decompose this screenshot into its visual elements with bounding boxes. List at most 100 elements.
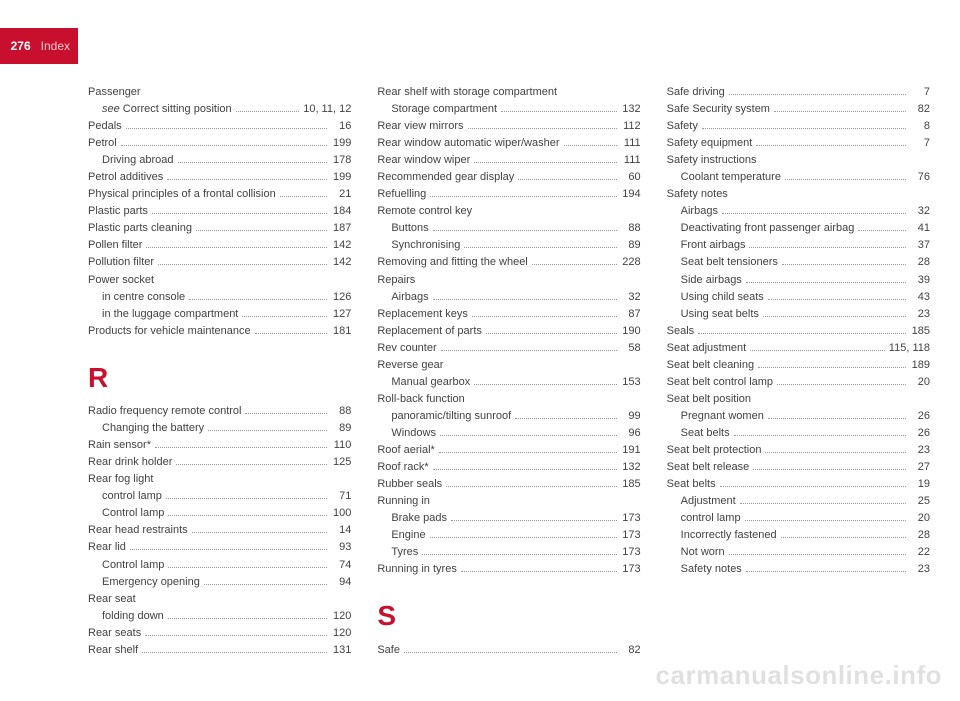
index-page: 178 [331,152,351,169]
leader-dots [189,292,327,300]
index-heading: Seat belt position [667,391,930,408]
index-page: 181 [331,323,351,340]
index-entry: Rear head restraints14 [88,522,351,539]
index-subentry: Engine173 [377,527,640,544]
index-page: 23 [910,442,930,459]
index-label: Rear head restraints [88,522,188,539]
leader-dots [145,628,327,636]
index-label: Side airbags [681,272,742,289]
index-label: Reverse gear [377,357,443,374]
index-subentry: Manual gearbox153 [377,374,640,391]
leader-dots [155,441,327,449]
index-label: Physical principles of a frontal collisi… [88,186,276,203]
index-label: Products for vehicle maintenance [88,323,251,340]
index-subentry: Adjustment25 [667,493,930,510]
index-page: 111 [621,135,641,152]
index-label: Rain sensor* [88,437,151,454]
index-heading: Remote control key [377,203,640,220]
index-entry: Petrol additives199 [88,169,351,186]
index-label: Safety notes [667,186,728,203]
index-page: 131 [331,642,351,659]
leader-dots [758,360,906,368]
leader-dots [782,258,906,266]
leader-dots [734,428,906,436]
index-label: Rear seat [88,591,136,608]
index-label: Using child seats [681,289,764,306]
index-page: 187 [331,220,351,237]
index-label: in the luggage compartment [102,306,238,323]
index-label: Roll-back function [377,391,464,408]
index-page: 194 [621,186,641,203]
index-heading: Safety instructions [667,152,930,169]
index-page: 120 [331,608,351,625]
index-label: Seat adjustment [667,340,747,357]
index-label: Petrol additives [88,169,163,186]
index-label: Replacement keys [377,306,468,323]
index-entry: Removing and fitting the wheel228 [377,254,640,271]
index-page: 126 [331,289,351,306]
index-subentry: Not worn22 [667,544,930,561]
index-page: 173 [621,527,641,544]
index-label: Safe driving [667,84,725,101]
index-label: Changing the battery [102,420,204,437]
leader-dots [765,445,906,453]
index-page: 99 [621,408,641,425]
index-heading: Passenger [88,84,351,101]
index-entry: Seat belt cleaning189 [667,357,930,374]
index-label: Seat belt cleaning [667,357,754,374]
index-page: 111 [621,152,641,169]
leader-dots [564,138,617,146]
leader-dots [422,548,616,556]
leader-dots [781,531,906,539]
index-columns: Passengersee Correct sitting position10,… [88,84,930,671]
index-label: Airbags [681,203,718,220]
index-label: Synchronising [391,237,460,254]
index-entry: Products for vehicle maintenance 181 [88,323,351,340]
index-entry: Rev counter58 [377,340,640,357]
index-page: 39 [910,272,930,289]
index-label: Rear window wiper [377,152,470,169]
index-entry: Roof aerial*191 [377,442,640,459]
index-label: Pregnant women [681,408,764,425]
index-label: Buttons [391,220,428,237]
leader-dots [763,309,906,317]
index-label: Seat belt position [667,391,751,408]
leader-dots [532,258,617,266]
index-subentry: Front airbags37 [667,237,930,254]
leader-dots [486,326,617,334]
index-entry: Replacement of parts190 [377,323,640,340]
leader-dots [236,104,300,112]
index-label: Refuelling [377,186,426,203]
leader-dots [146,241,327,249]
leader-dots [208,423,327,431]
section-title: Index [41,39,70,53]
index-page: 41 [910,220,930,237]
index-page: 37 [910,237,930,254]
index-page: 89 [331,420,351,437]
leader-dots [130,543,327,551]
index-label: Seat belt release [667,459,750,476]
index-entry: Roof rack*132 [377,459,640,476]
index-subentry: control lamp71 [88,488,351,505]
index-page: 87 [621,306,641,323]
index-entry: Seat belt protection23 [667,442,930,459]
index-page: 32 [910,203,930,220]
index-label: Plastic parts cleaning [88,220,192,237]
index-page: 173 [621,510,641,527]
index-heading: Power socket [88,272,351,289]
index-entry: Pollution filter142 [88,254,351,271]
index-page: 43 [910,289,930,306]
index-label: Rubber seals [377,476,442,493]
index-subentry: Using child seats 43 [667,289,930,306]
index-label: Pedals [88,118,122,135]
index-page: 100 [331,505,351,522]
index-entry: Rear shelf131 [88,642,351,659]
section-letter: R [88,356,351,399]
index-label: Plastic parts [88,203,148,220]
index-page: 16 [331,118,351,135]
index-subentry: Windows96 [377,425,640,442]
index-entry: Rear lid93 [88,539,351,556]
index-label: Incorrectly fastened [681,527,777,544]
index-label: Rear shelf with storage compartment [377,84,557,101]
leader-dots [204,577,327,585]
